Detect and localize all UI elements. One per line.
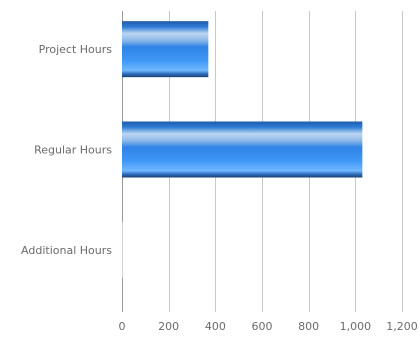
bar-project-hours[interactable] (122, 21, 209, 78)
label-layer: 0 200 400 600 800 1,000 1,200 Project Hours Regu… (21, 43, 418, 333)
bar-regular-hours[interactable] (122, 121, 363, 178)
category-label: Additional Hours (21, 244, 112, 257)
x-tick-label: 1,200 (386, 320, 418, 333)
x-tick-label: 1,000 (340, 320, 372, 333)
x-tick-label: 800 (298, 320, 319, 333)
category-label: Regular Hours (34, 144, 112, 157)
category-label: Project Hours (39, 43, 113, 56)
bar-additional-hours[interactable] (122, 221, 123, 278)
x-tick-label: 600 (252, 320, 273, 333)
x-tick-label: 400 (205, 320, 226, 333)
x-tick-label: 0 (119, 320, 126, 333)
x-tick-label: 200 (158, 320, 179, 333)
bar-layer (122, 21, 363, 278)
